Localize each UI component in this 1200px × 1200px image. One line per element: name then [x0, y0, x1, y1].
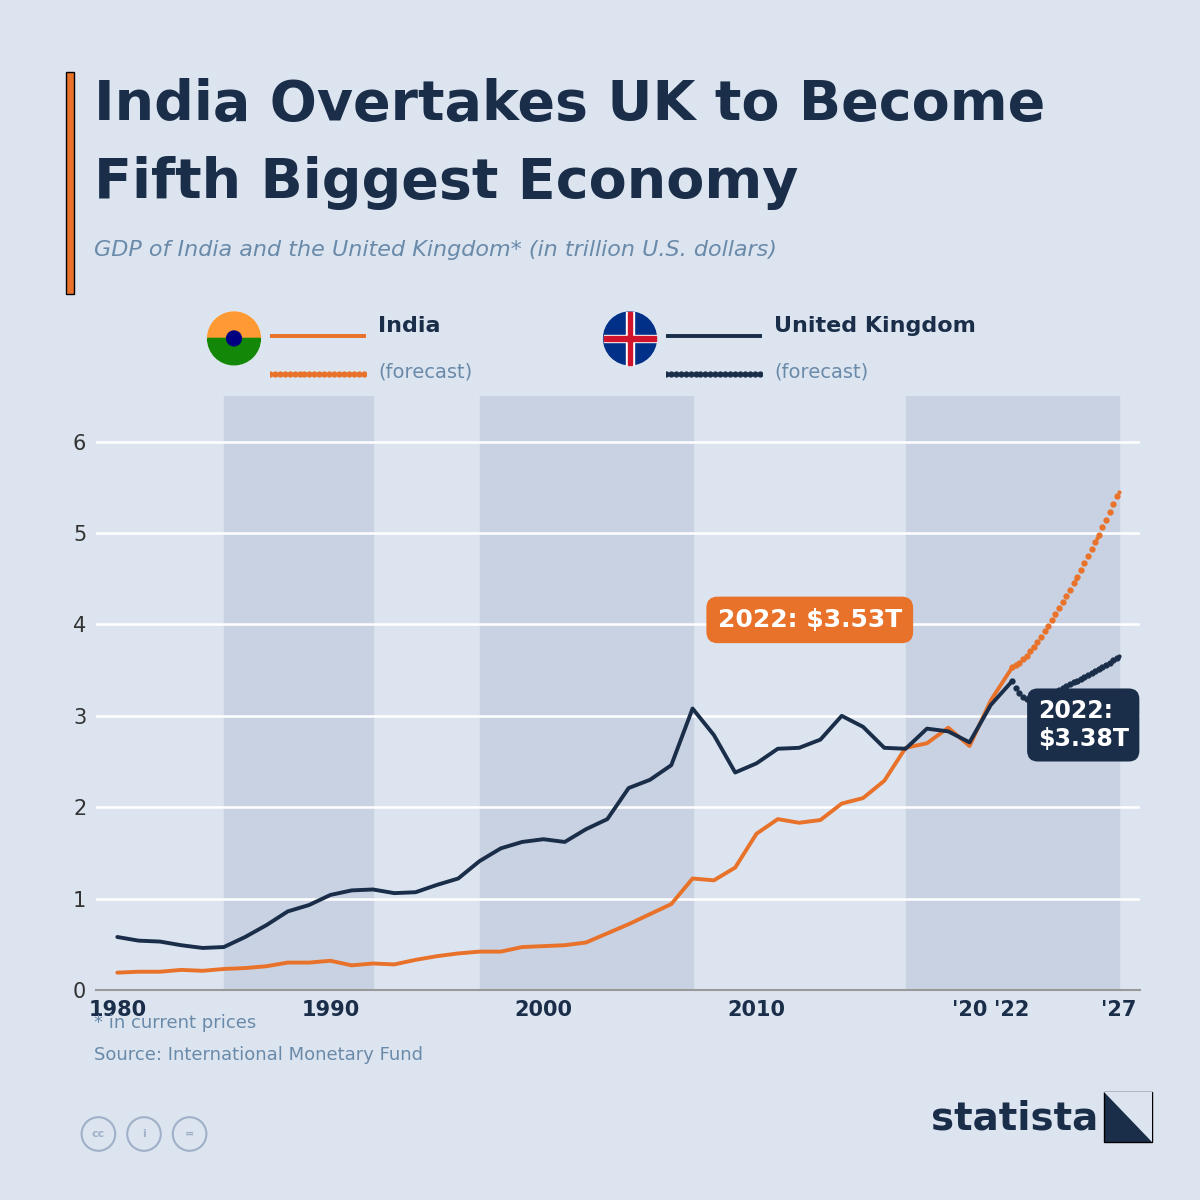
Text: * in current prices: * in current prices [94, 1014, 256, 1032]
Text: Fifth Biggest Economy: Fifth Biggest Economy [94, 156, 798, 210]
Text: Source: International Monetary Fund: Source: International Monetary Fund [94, 1046, 422, 1064]
Text: cc: cc [91, 1129, 106, 1139]
Text: India: India [378, 317, 440, 336]
Text: GDP of India and the United Kingdom* (in trillion U.S. dollars): GDP of India and the United Kingdom* (in… [94, 240, 776, 260]
Text: India Overtakes UK to Become: India Overtakes UK to Become [94, 78, 1045, 132]
Text: 2022:
$3.38T: 2022: $3.38T [1038, 700, 1129, 751]
Text: =: = [185, 1129, 194, 1139]
Bar [906, 396, 1118, 990]
Text: i: i [142, 1129, 146, 1139]
Text: (forecast): (forecast) [378, 362, 473, 382]
Text: 2022: $3.53T: 2022: $3.53T [718, 608, 902, 632]
Text: United Kingdom: United Kingdom [774, 317, 976, 336]
Bar [224, 396, 373, 990]
Text: (forecast): (forecast) [774, 362, 869, 382]
Text: statista: statista [931, 1099, 1098, 1138]
Bar [480, 396, 692, 990]
